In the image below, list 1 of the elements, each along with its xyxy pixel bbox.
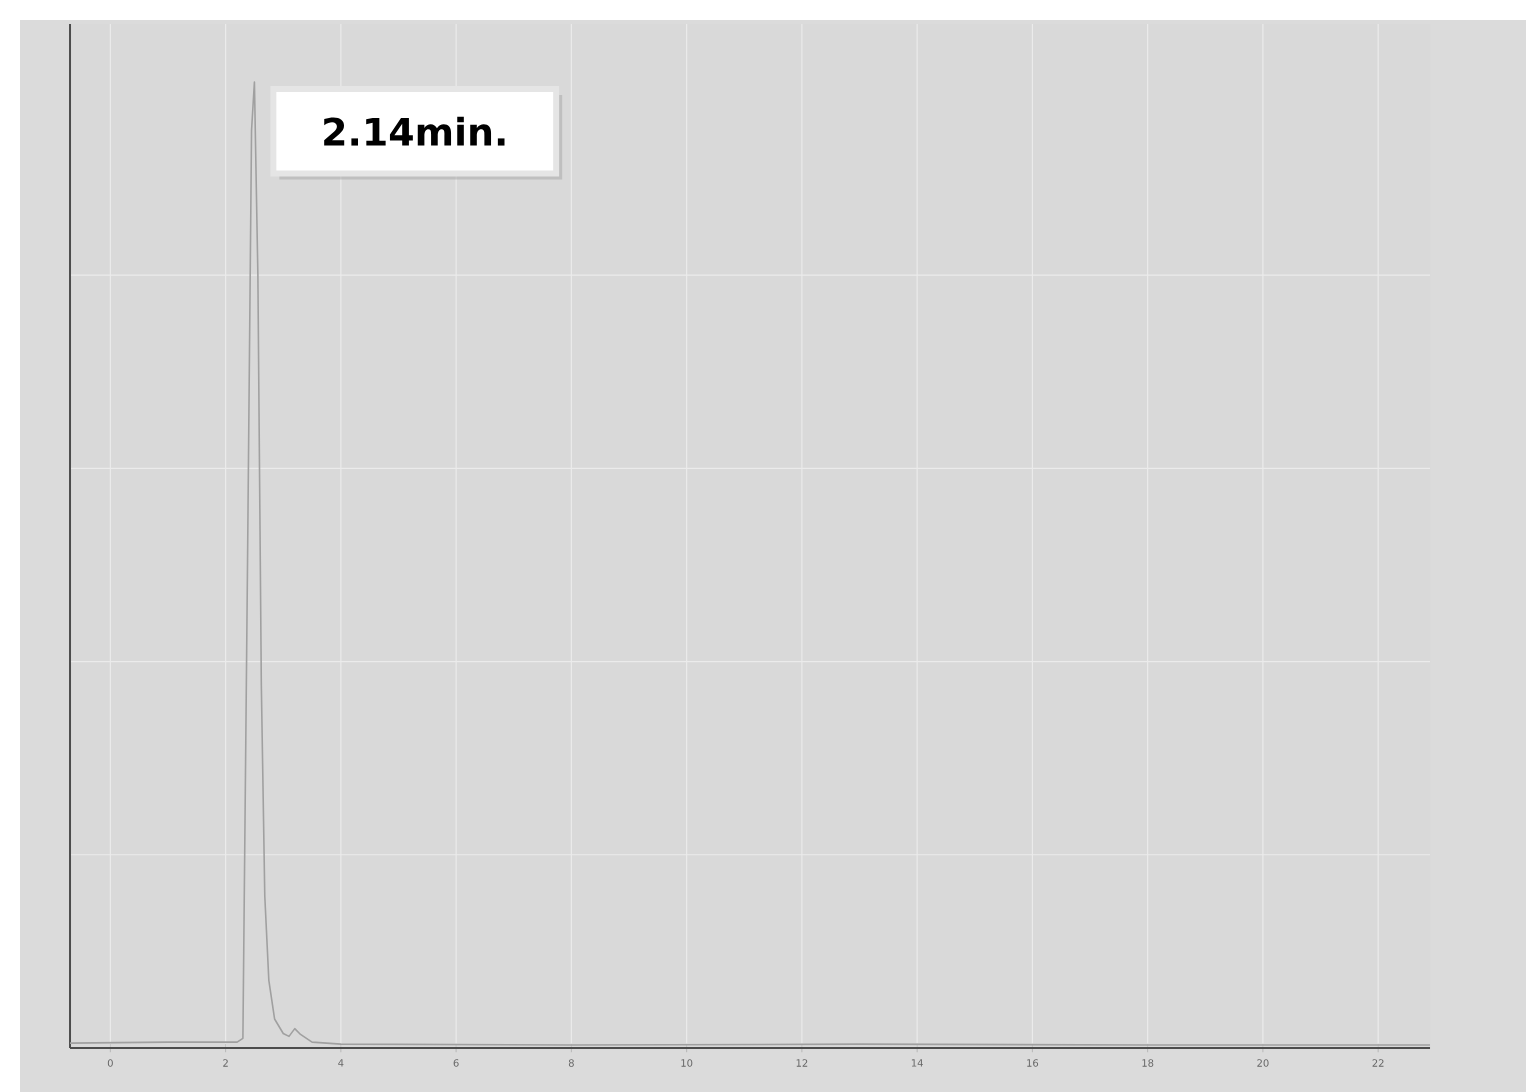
annotation: 2.14min. (324, 116, 505, 146)
